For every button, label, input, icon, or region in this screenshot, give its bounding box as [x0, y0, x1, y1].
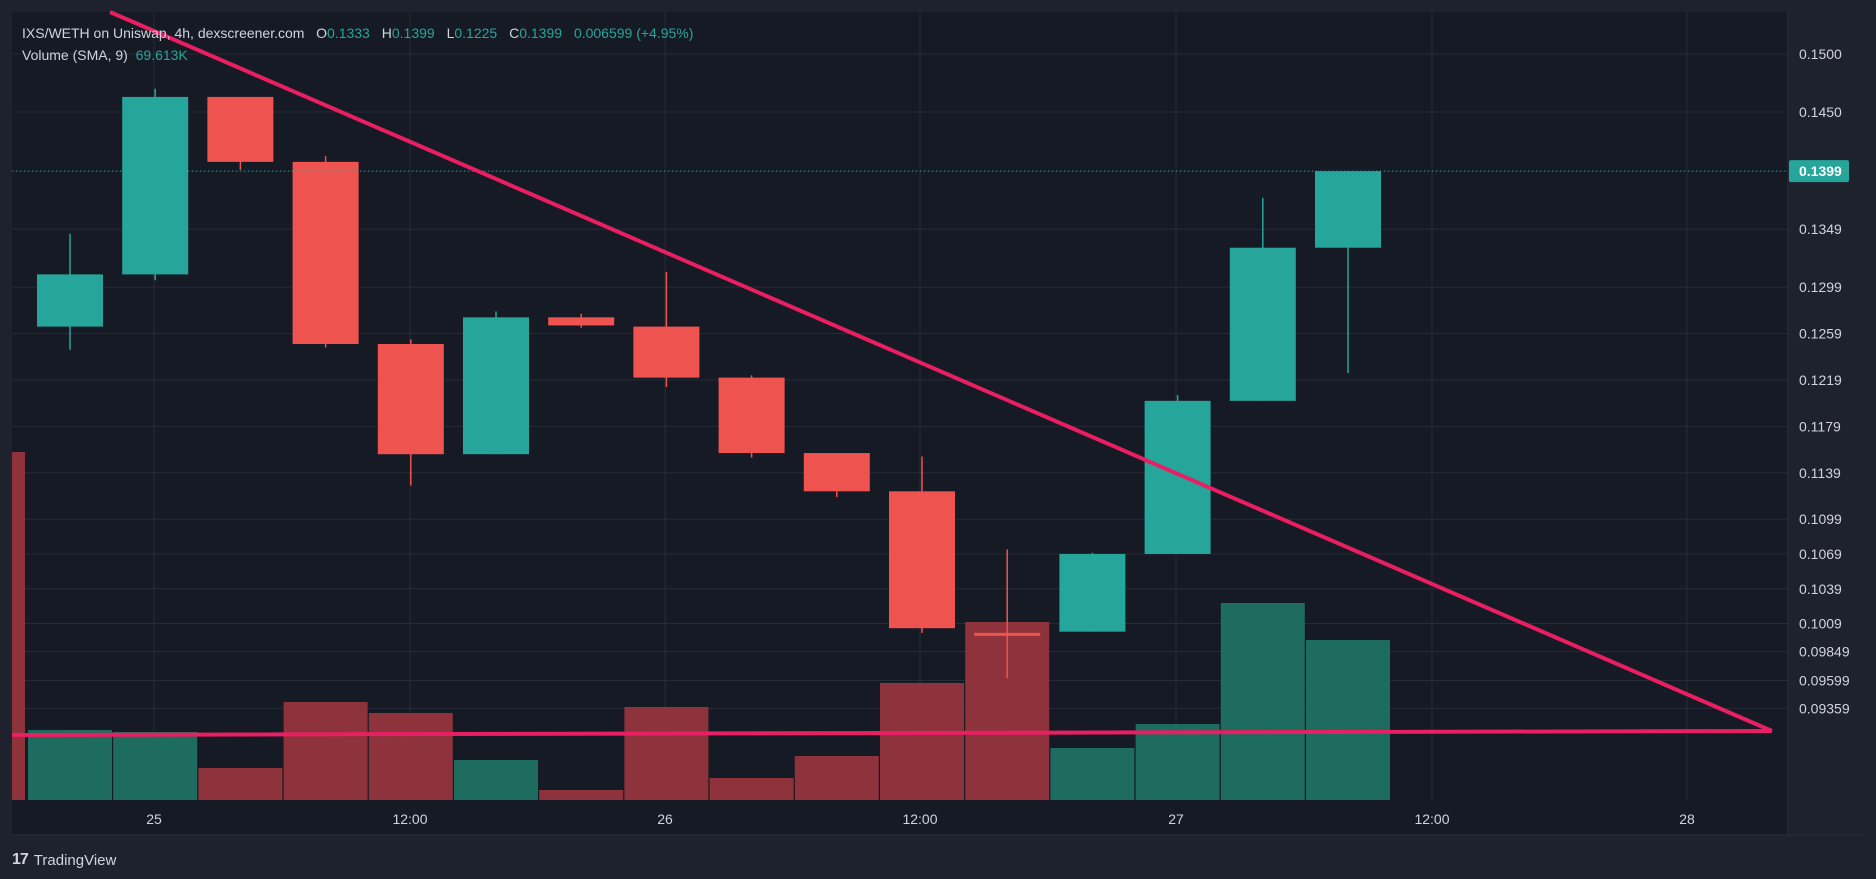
- candle-body: [548, 317, 615, 326]
- candle-body: [974, 632, 1041, 636]
- volume-bar: [1135, 724, 1220, 800]
- candle-body: [207, 96, 274, 162]
- volume-bar: [28, 730, 112, 800]
- volume-bar: [113, 732, 198, 800]
- volume-row: Volume (SMA, 9) 69.613K: [22, 44, 701, 66]
- price-axis[interactable]: 0.1500 0.1450 0.1399 0.1349 0.1299 0.1259 0.12…: [1787, 12, 1850, 835]
- volume-label: Volume (SMA, 9): [22, 47, 128, 63]
- time-tick-label: 12:00: [392, 811, 427, 827]
- price-tick-label: 0.09849: [1799, 644, 1850, 660]
- volume-value: 69.613K: [135, 47, 188, 63]
- ohlc-row: IXS/WETH on Uniswap, 4h, dexscreener.com…: [22, 22, 701, 44]
- price-tick-label: 0.1179: [1799, 418, 1841, 434]
- volume-bar: [880, 683, 964, 800]
- price-tick-label: 0.1069: [1799, 546, 1842, 562]
- low-value: 0.1225: [454, 25, 498, 41]
- high-value: 0.1399: [391, 25, 435, 41]
- candle-body: [463, 317, 529, 455]
- time-tick-label: 25: [146, 811, 162, 827]
- last-price-label: 0.1399: [1799, 163, 1842, 179]
- candle-body: [633, 326, 700, 378]
- volume-bar: [283, 702, 368, 800]
- open-value: 0.1333: [327, 25, 370, 41]
- open-label: O: [316, 25, 328, 41]
- volume-bar: [198, 768, 283, 800]
- price-tick-label: 0.09359: [1799, 700, 1850, 716]
- symbol-title: IXS/WETH on Uniswap, 4h, dexscreener.com: [22, 25, 305, 41]
- price-tick-label: 0.1219: [1799, 372, 1842, 388]
- volume-bar-partial: [12, 452, 25, 800]
- tradingview-logo-icon: 17: [12, 851, 29, 868]
- candle-body: [1059, 553, 1126, 632]
- candle-body: [803, 453, 870, 492]
- price-tick-label: 0.1139: [1799, 465, 1841, 481]
- brand-name: TradingView: [33, 851, 117, 869]
- price-tick-label: 0.1009: [1799, 616, 1842, 632]
- candle-body: [377, 344, 444, 455]
- volume-bar: [1050, 748, 1135, 800]
- candle-body: [718, 377, 785, 454]
- price-tick-label: 0.1450: [1799, 104, 1842, 120]
- volume-bar: [1306, 640, 1390, 800]
- time-tick-label: 12:00: [1414, 811, 1449, 827]
- high-label: H: [381, 25, 392, 41]
- candle-body: [292, 161, 359, 344]
- time-tick-label: 27: [1168, 811, 1184, 827]
- candles: [12, 88, 1788, 679]
- volume-bar: [539, 790, 624, 800]
- volume-bar: [1220, 603, 1305, 800]
- close-value: 0.1399: [519, 25, 563, 41]
- volume-bar: [709, 778, 794, 800]
- price-tick-label: 0.09599: [1799, 673, 1850, 689]
- candle-body: [1315, 171, 1381, 248]
- candle-body: [37, 274, 103, 327]
- trendlines: [11, 10, 1773, 737]
- close-label: C: [509, 25, 520, 41]
- candle-body: [1229, 247, 1296, 401]
- candle-body: [1144, 400, 1211, 554]
- support-trendline: [11, 729, 1773, 737]
- time-tick-label: 26: [657, 811, 673, 827]
- volume-bars: [12, 452, 1390, 800]
- price-tick-label: 0.1039: [1799, 581, 1842, 597]
- tradingview-brand[interactable]: 17 TradingView: [12, 851, 116, 869]
- volume-bar: [624, 707, 709, 800]
- price-tick-label: 0.1500: [1799, 46, 1842, 62]
- volume-bar: [454, 760, 538, 800]
- time-tick-label: 28: [1679, 811, 1695, 827]
- change-value: 0.006599 (+4.95%): [573, 25, 694, 41]
- price-tick-label: 0.1099: [1799, 511, 1842, 527]
- price-tick-label: 0.1299: [1799, 279, 1842, 295]
- time-tick-label: 12:00: [902, 811, 937, 827]
- candle-body: [889, 491, 955, 629]
- volume-bar: [794, 756, 879, 800]
- time-axis[interactable]: 25 12:00 26 12:00 27 12:00 28: [12, 811, 1864, 836]
- descending-trendline: [109, 10, 1773, 733]
- price-tick-label: 0.1349: [1799, 221, 1842, 237]
- low-label: L: [446, 25, 455, 41]
- chart-legend: IXS/WETH on Uniswap, 4h, dexscreener.com…: [22, 22, 701, 66]
- volume-bar: [368, 713, 453, 800]
- price-tick-label: 0.1259: [1799, 326, 1842, 342]
- candle-body: [122, 96, 189, 275]
- last-price-badge: [1789, 160, 1849, 183]
